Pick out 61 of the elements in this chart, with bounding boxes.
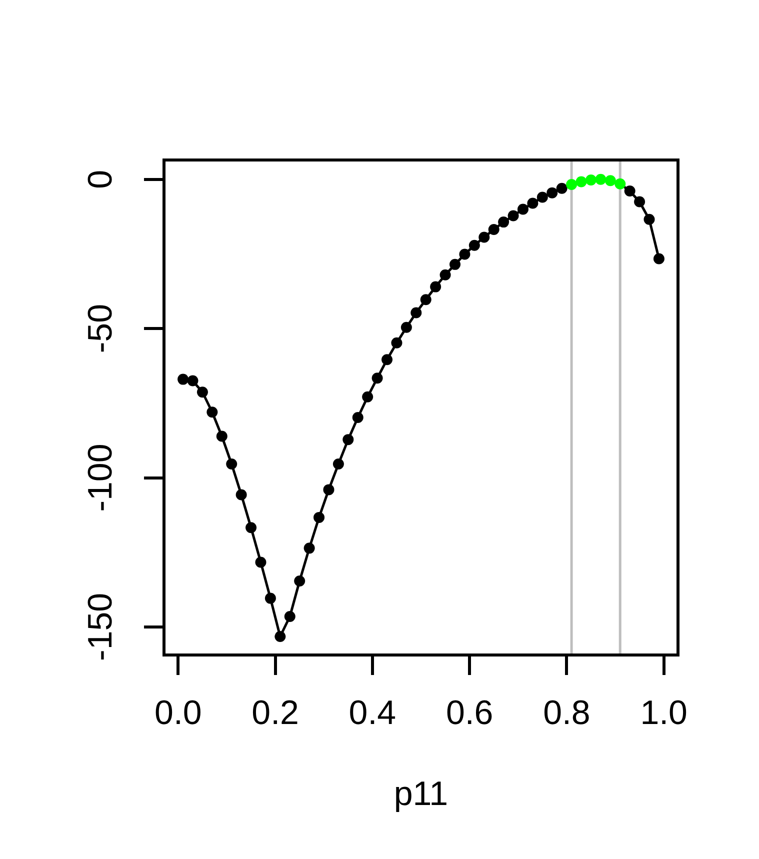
point [255,556,266,568]
point [556,182,568,194]
point [634,196,646,208]
point [236,489,247,500]
point [284,611,296,622]
point [178,374,189,385]
point [527,198,538,209]
point [391,337,402,348]
y-tick-label: -100 [81,444,120,512]
point [410,307,422,318]
point [196,386,208,398]
y-tick-label: 0 [81,170,120,189]
x-tick-label: 0.6 [446,694,494,732]
point [566,178,578,190]
point [362,391,374,402]
point [246,522,257,534]
point [614,178,626,190]
point [604,175,616,186]
point [264,592,276,604]
point [352,412,364,423]
y-tick-label: -50 [81,304,120,354]
point [314,512,325,523]
point [304,542,315,554]
point [400,322,412,333]
point [595,174,606,185]
point [536,192,548,203]
point [585,174,596,186]
x-tick-label: 1.0 [640,694,688,732]
point [449,258,460,270]
point [323,484,334,496]
point [488,224,500,236]
point [332,458,344,470]
point [420,294,432,306]
point [216,430,228,442]
point [624,186,636,197]
x-axis-title: p11 [394,774,448,813]
x-tick-label: 0.4 [348,694,396,732]
point [546,187,558,198]
point [644,214,655,225]
point [517,204,528,215]
point [508,210,519,222]
point [206,406,218,418]
x-tick-label: 0.2 [252,694,299,732]
point [430,281,442,292]
y-tick-label: -150 [81,592,120,661]
point [653,253,664,264]
point [440,269,451,280]
point [187,375,198,386]
point [226,458,238,470]
point [382,354,393,366]
x-tick-label: 0.0 [154,694,202,732]
x-tick-label: 0.8 [543,694,590,732]
point [468,240,480,251]
point [372,372,383,384]
point [478,232,490,243]
point [274,631,286,642]
point [294,576,306,587]
point [342,434,354,446]
point [576,176,587,188]
point [459,248,470,260]
point [498,216,510,228]
